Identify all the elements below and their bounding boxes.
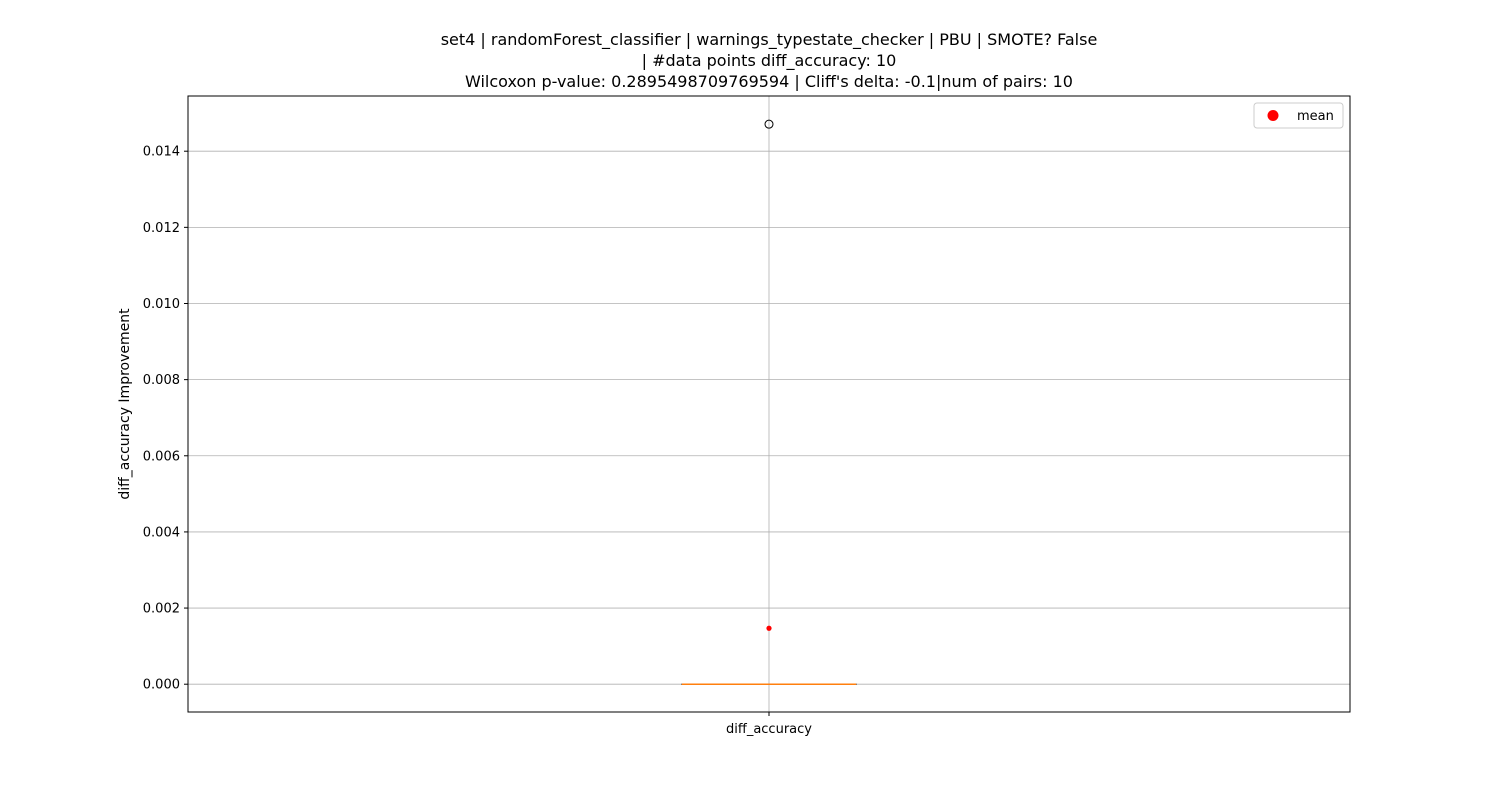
outlier-point — [764, 119, 774, 129]
y-tick-label: 0.014 — [143, 145, 180, 160]
mean-point — [766, 625, 772, 631]
y-tick-label: 0.000 — [143, 678, 180, 693]
y-tick-label: 0.012 — [143, 221, 180, 236]
y-tick-label: 0.004 — [143, 525, 180, 540]
y-tick-label: 0.010 — [143, 297, 180, 312]
chart-title-line-3: Wilcoxon p-value: 0.2895498709769594 | C… — [465, 72, 1073, 91]
y-axis-label: diff_accuracy Improvement — [117, 308, 133, 500]
legend-mean-marker — [1267, 110, 1279, 121]
y-tick-label: 0.006 — [143, 449, 180, 464]
axis-layer: 0.000 0.002 0.004 0.006 0.008 0.010 0.012 0.014… — [143, 145, 813, 737]
legend-frame — [1253, 102, 1344, 129]
y-tick-label: 0.008 — [143, 373, 180, 388]
chart-title-line-2: | #data points diff_accuracy: 10 — [641, 51, 897, 70]
legend: mean — [1253, 102, 1344, 129]
y-tick-label: 0.002 — [143, 602, 180, 617]
box-layer — [681, 119, 857, 685]
grid-layer — [188, 96, 1350, 712]
legend-mean-label: mean — [1297, 109, 1334, 124]
chart-title-line-1: set4 | randomForest_classifier | warning… — [440, 30, 1098, 49]
x-tick-label: diff_accuracy — [726, 722, 812, 737]
